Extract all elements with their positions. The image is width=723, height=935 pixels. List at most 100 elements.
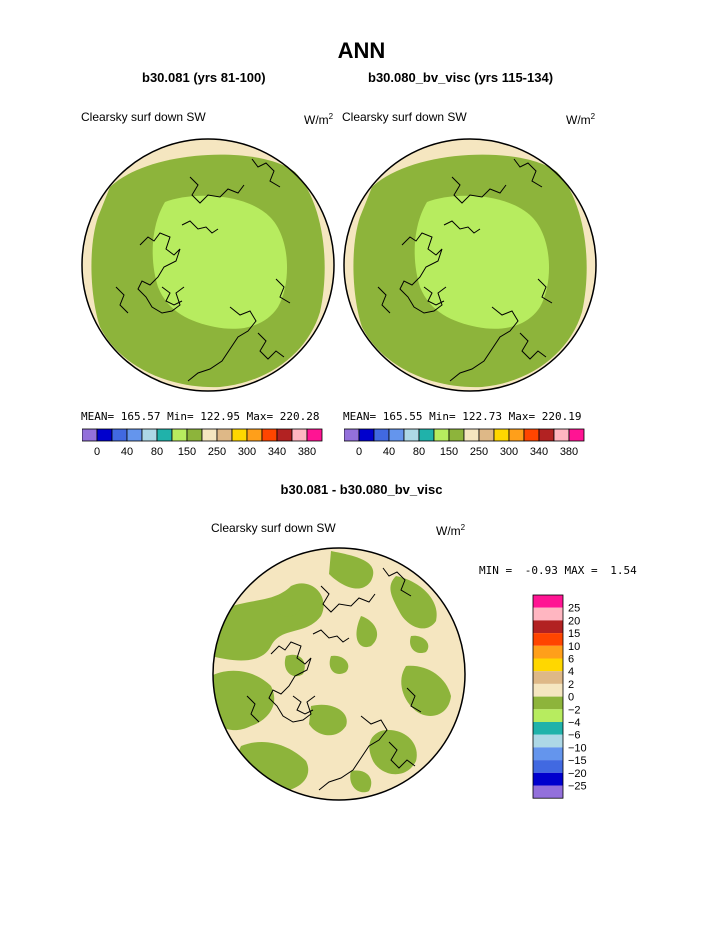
colorbar-swatch [433, 428, 450, 442]
colorbar-swatch [568, 428, 585, 442]
diff-colorbar-swatch [533, 709, 563, 722]
colorbar-swatch [186, 428, 203, 442]
right-stats: MEAN= 165.55 Min= 122.73 Max= 220.19 [343, 410, 582, 423]
colorbar-swatch [156, 428, 173, 442]
colorbar-swatch [126, 428, 143, 442]
map-coastlines [115, 158, 291, 382]
left-units-exponent: 2 [328, 112, 334, 121]
colorbar-label: 40 [383, 446, 395, 458]
right-polar-map [343, 138, 597, 392]
diff-colorbar-label: 2 [568, 679, 574, 691]
map-coastlines [377, 158, 553, 382]
map-coastlines [246, 567, 422, 791]
diff-colorbar-swatch [533, 607, 563, 621]
right-max-label: Max= [508, 410, 536, 423]
colorbar-label: 40 [121, 446, 133, 458]
colorbar-swatch [111, 428, 128, 442]
map-inner-cap [414, 195, 550, 329]
diff-colorbar-label: 6 [568, 654, 574, 666]
left-mean-label: MEAN= [81, 410, 115, 423]
colorbar-swatch [478, 428, 495, 442]
colorbar-label: 0 [356, 446, 362, 458]
diff-colorbar-swatch [533, 760, 563, 773]
colorbar-swatch [96, 428, 113, 442]
page-title: ANN [337, 38, 386, 63]
diff-polar-map [212, 547, 466, 801]
diff-colorbar-swatch [533, 772, 563, 786]
colorbar-swatch [418, 428, 435, 442]
right-max-value: 220.19 [541, 410, 582, 423]
right-mean-label: MEAN= [343, 410, 377, 423]
left-case-title: b30.081 (yrs 81-100) [142, 70, 266, 85]
colorbar-swatch [306, 428, 323, 442]
right-units-exponent: 2 [590, 112, 596, 121]
colorbar-label: 250 [208, 446, 226, 458]
colorbar-label: 380 [298, 446, 316, 458]
diff-colorbar-swatch [533, 722, 563, 735]
colorbar-swatch [373, 428, 390, 442]
diff-colorbar-label: −4 [568, 717, 581, 729]
left-min-value: 122.95 [200, 410, 240, 423]
diff-case-title: b30.081 - b30.080_bv_visc [280, 482, 443, 497]
diff-colorbar-swatch [533, 658, 563, 672]
map-frame [81, 138, 335, 392]
diff-colorbar-swatch [533, 785, 563, 799]
right-variable-label: Clearsky surf down SW [342, 110, 467, 124]
diff-colorbar-label: −25 [568, 781, 587, 793]
diff-colorbar-label: −6 [568, 730, 581, 742]
colorbar-swatch [261, 428, 278, 442]
diff-min-value: -0.93 [524, 564, 558, 577]
diff-colorbar-label: 0 [568, 692, 574, 704]
diff-colorbar-label: 25 [568, 603, 580, 615]
diff-variable-label: Clearsky surf down SW [211, 521, 336, 535]
colorbar-label: 80 [151, 446, 163, 458]
colorbar-swatch [216, 428, 233, 442]
left-polar-map [81, 138, 335, 392]
map-inner-cap [152, 195, 288, 329]
right-colorbar: 0 40 80 150 250 300 340 380 [344, 428, 585, 458]
colorbar-swatch [141, 428, 158, 442]
colorbar-swatch [493, 428, 510, 442]
diff-colorbar-swatch [533, 645, 563, 659]
colorbar-label: 80 [413, 446, 425, 458]
colorbar-swatch [344, 428, 360, 442]
left-units-label: W/m2 [304, 112, 333, 127]
colorbar-swatch [448, 428, 465, 442]
diff-colorbar-swatch [533, 620, 563, 634]
colorbar-swatch [201, 428, 218, 442]
colorbar-swatch [246, 428, 263, 442]
left-units-base: W/m [304, 113, 329, 127]
colorbar-swatch [508, 428, 525, 442]
colorbar-swatch [291, 428, 308, 442]
colorbar-swatch [82, 428, 98, 442]
diff-colorbar-swatch [533, 595, 563, 608]
map-negative-areas [213, 551, 451, 793]
diff-units-label: W/m2 [436, 523, 465, 538]
colorbar-swatch [231, 428, 248, 442]
diff-max-value: 1.54 [610, 564, 637, 577]
diff-units-exponent: 2 [460, 523, 466, 532]
map-frame [343, 138, 597, 392]
diff-colorbar-frame [532, 594, 564, 799]
right-units-base: W/m [566, 113, 591, 127]
colorbar-swatch [463, 428, 480, 442]
colorbar-label: 150 [178, 446, 196, 458]
colorbar-swatch [388, 428, 405, 442]
colorbar-label: 340 [268, 446, 286, 458]
right-mean-value: 165.55 [382, 410, 423, 423]
colorbar-swatch [553, 428, 570, 442]
colorbar-swatch [171, 428, 188, 442]
left-max-label: Max= [246, 410, 274, 423]
left-mean-value: 165.57 [120, 410, 161, 423]
diff-colorbar-label: 15 [568, 628, 580, 640]
colorbar-swatch [403, 428, 420, 442]
colorbar-label: 150 [440, 446, 458, 458]
colorbar-label: 300 [238, 446, 256, 458]
left-colorbar: 0 40 80 150 250 300 340 380 [82, 428, 323, 458]
diff-colorbar-label: −2 [568, 704, 581, 716]
colorbar-swatch [523, 428, 540, 442]
left-variable-label: Clearsky surf down SW [81, 110, 206, 124]
colorbar-label: 340 [530, 446, 548, 458]
colorbar-label: 380 [560, 446, 578, 458]
